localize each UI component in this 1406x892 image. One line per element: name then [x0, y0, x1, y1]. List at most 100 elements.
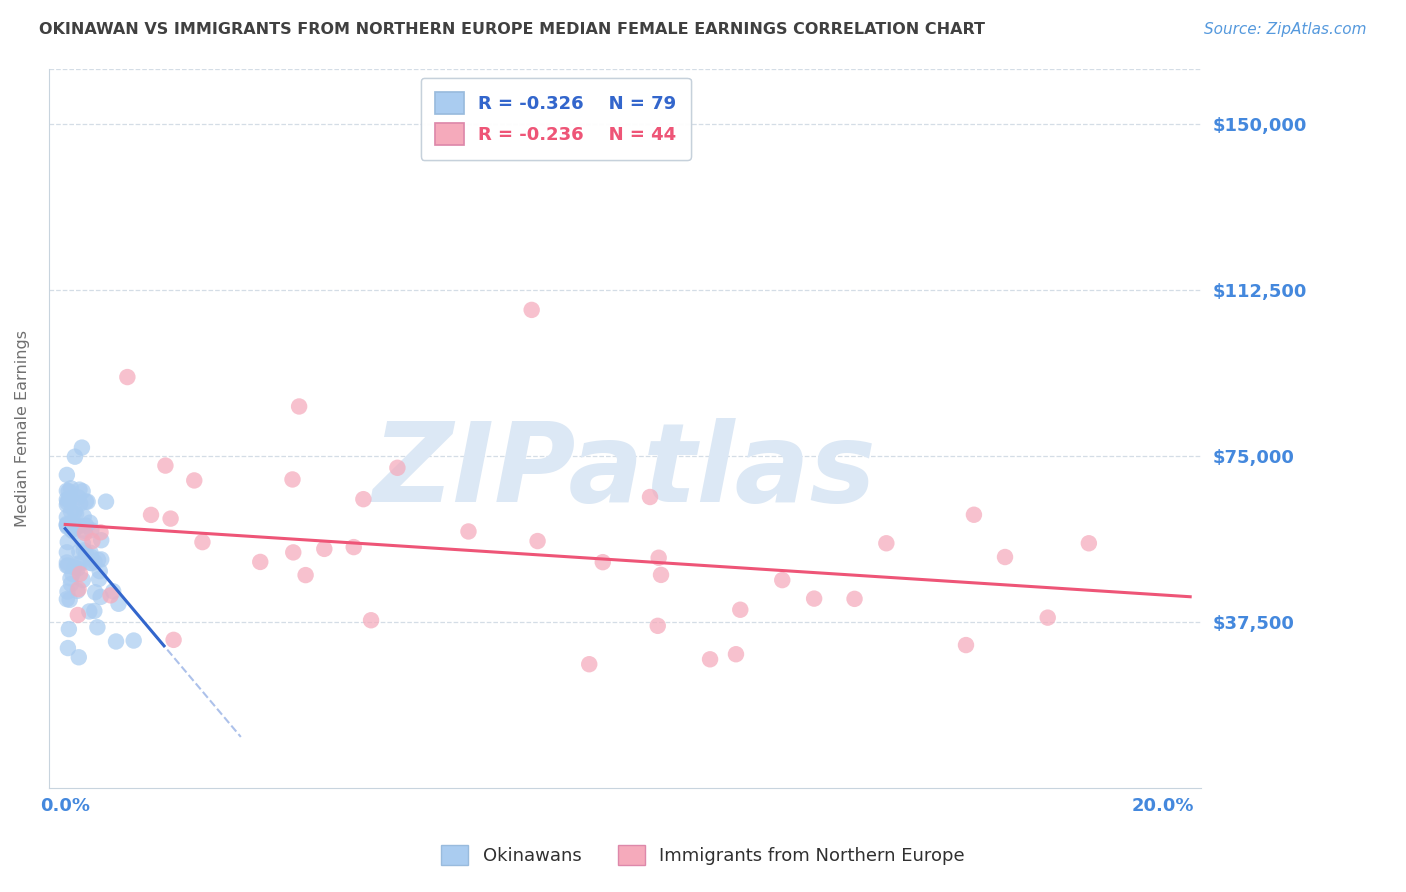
Point: [105, 634, 128, 648]
Point: [67, 544, 90, 558]
Point: [67, 650, 90, 665]
Legend: Okinawans, Immigrants from Northern Europe: Okinawans, Immigrants from Northern Euro…: [434, 838, 972, 872]
Point: [56, 492, 79, 507]
Point: [75, 494, 97, 508]
Point: [94, 494, 117, 508]
Point: [67, 519, 90, 533]
Point: [994, 549, 1017, 564]
Point: [58, 622, 80, 636]
Point: [56, 510, 79, 524]
Point: [56, 558, 79, 573]
Point: [963, 508, 986, 522]
Point: [249, 555, 271, 569]
Point: [63, 560, 86, 574]
Point: [80, 556, 103, 570]
Text: OKINAWAN VS IMMIGRANTS FROM NORTHERN EUROPE MEDIAN FEMALE EARNINGS CORRELATION C: OKINAWAN VS IMMIGRANTS FROM NORTHERN EUR…: [39, 22, 986, 37]
Point: [387, 460, 409, 475]
Point: [183, 474, 205, 488]
Point: [86, 620, 108, 634]
Point: [100, 588, 122, 602]
Point: [73, 526, 96, 541]
Point: [730, 603, 752, 617]
Point: [155, 458, 177, 473]
Point: [955, 638, 977, 652]
Point: [1036, 610, 1059, 624]
Point: [191, 535, 214, 549]
Point: [60, 504, 83, 518]
Point: [79, 546, 101, 560]
Point: [75, 518, 97, 533]
Point: [73, 509, 96, 524]
Point: [66, 561, 89, 575]
Point: [283, 545, 305, 559]
Point: [89, 564, 111, 578]
Point: [650, 567, 672, 582]
Point: [592, 555, 614, 569]
Point: [1077, 536, 1099, 550]
Point: [72, 536, 94, 550]
Point: [314, 541, 336, 556]
Point: [69, 483, 91, 497]
Point: [70, 441, 93, 455]
Point: [90, 533, 112, 548]
Point: [66, 583, 89, 598]
Point: [56, 556, 79, 570]
Point: [87, 553, 110, 567]
Point: [58, 492, 80, 507]
Point: [67, 557, 90, 571]
Point: [638, 490, 661, 504]
Point: [56, 592, 79, 607]
Point: [79, 516, 101, 530]
Point: [82, 533, 104, 548]
Point: [62, 567, 84, 582]
Point: [56, 520, 79, 534]
Point: [62, 524, 84, 539]
Point: [101, 584, 124, 599]
Point: [56, 518, 79, 533]
Point: [65, 519, 87, 533]
Point: [360, 613, 382, 627]
Point: [83, 604, 105, 618]
Text: ZIPatlas: ZIPatlas: [373, 418, 877, 525]
Point: [288, 400, 311, 414]
Point: [281, 473, 304, 487]
Y-axis label: Median Female Earnings: Median Female Earnings: [15, 330, 30, 527]
Point: [67, 582, 90, 596]
Point: [90, 552, 112, 566]
Point: [578, 657, 600, 672]
Point: [117, 370, 139, 384]
Point: [79, 556, 101, 570]
Point: [520, 302, 543, 317]
Point: [699, 652, 721, 666]
Point: [56, 498, 79, 512]
Point: [526, 534, 548, 549]
Point: [724, 647, 747, 661]
Point: [69, 497, 91, 511]
Point: [803, 591, 825, 606]
Point: [73, 543, 96, 558]
Point: [80, 549, 103, 564]
Point: [122, 633, 145, 648]
Point: [159, 511, 181, 525]
Point: [56, 516, 79, 531]
Point: [87, 572, 110, 586]
Point: [56, 641, 79, 656]
Point: [457, 524, 479, 539]
Point: [352, 492, 374, 507]
Point: [76, 494, 98, 508]
Point: [63, 450, 86, 464]
Point: [69, 566, 91, 581]
Point: [875, 536, 897, 550]
Point: [84, 585, 107, 599]
Point: [63, 504, 86, 518]
Point: [59, 571, 82, 585]
Point: [770, 573, 793, 587]
Point: [69, 557, 91, 571]
Point: [72, 484, 94, 499]
Point: [59, 491, 82, 506]
Point: [844, 591, 866, 606]
Point: [77, 604, 100, 618]
Point: [56, 467, 79, 482]
Point: [73, 524, 96, 538]
Point: [62, 523, 84, 537]
